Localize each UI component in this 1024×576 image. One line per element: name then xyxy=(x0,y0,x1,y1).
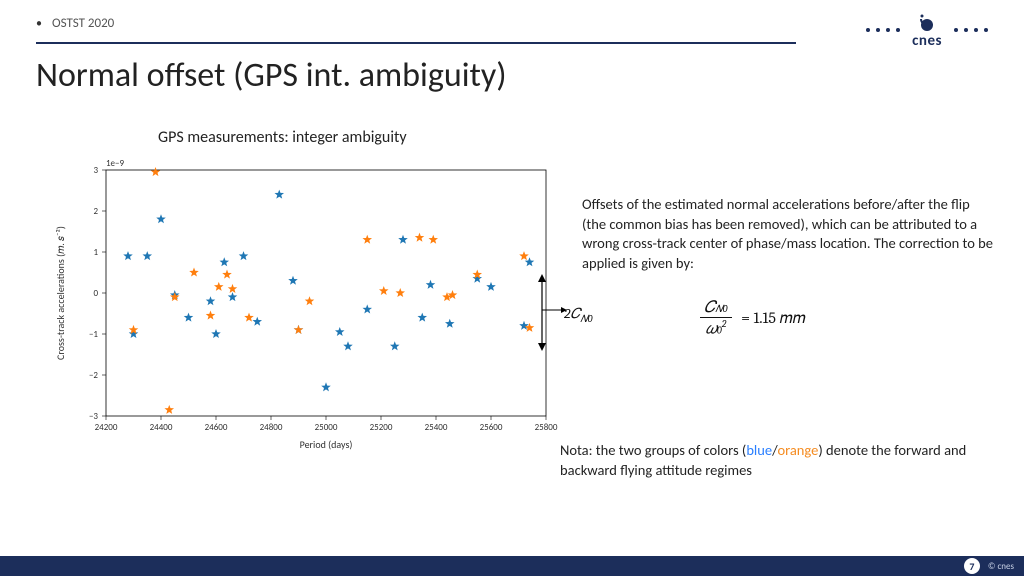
svg-text:1: 1 xyxy=(93,247,98,258)
dot-icon xyxy=(964,28,968,32)
page-number-badge: 7 xyxy=(964,558,980,574)
svg-text:24600: 24600 xyxy=(205,422,228,433)
svg-text:3: 3 xyxy=(93,165,98,176)
svg-text:−1: −1 xyxy=(89,329,98,340)
svg-text:24800: 24800 xyxy=(260,422,283,433)
svg-text:0: 0 xyxy=(93,288,98,299)
copyright-text: © cnes xyxy=(988,561,1014,572)
chart-title: GPS measurements: integer ambiguity xyxy=(158,128,407,147)
breadcrumb-text: OSTST 2020 xyxy=(52,16,114,31)
cnes-logo: cnes xyxy=(912,10,942,50)
svg-text:Cross-track accelerations (𝑚: Cross-track accelerations (𝑚. 𝑠⁻²) xyxy=(54,226,67,360)
svg-text:24400: 24400 xyxy=(150,422,173,433)
svg-text:2: 2 xyxy=(93,206,98,217)
arrow-annotation-icon xyxy=(527,270,567,355)
dot-icon xyxy=(896,28,900,32)
svg-text:25200: 25200 xyxy=(370,422,393,433)
dot-icon xyxy=(974,28,978,32)
svg-text:1e−9: 1e−9 xyxy=(106,158,125,169)
svg-text:25600: 25600 xyxy=(480,422,503,433)
body-paragraph: Offsets of the estimated normal accelera… xyxy=(582,195,996,273)
dot-icon xyxy=(886,28,890,32)
cnes-logo-icon xyxy=(915,10,939,32)
footer-bar: 7 © cnes xyxy=(0,556,1024,576)
svg-text:Period (days): Period (days) xyxy=(300,438,353,451)
svg-text:25000: 25000 xyxy=(315,422,338,433)
logo-area: cnes xyxy=(866,10,988,50)
dot-icon xyxy=(876,28,880,32)
header-breadcrumb: • OSTST 2020 xyxy=(36,16,988,31)
formula: 𝐶𝑁0 𝜔02 = 1.15 𝑚𝑚 xyxy=(700,298,811,338)
bullet-icon: • xyxy=(36,17,42,31)
svg-text:25400: 25400 xyxy=(425,422,448,433)
dot-icon xyxy=(954,28,958,32)
page-title: Normal offset (GPS int. ambiguity) xyxy=(36,55,507,96)
svg-text:−3: −3 xyxy=(89,411,98,422)
chart-svg: 1e−9 24200 24400 24600 24800 25000 25200 25400 2… xyxy=(48,152,558,452)
logo-text: cnes xyxy=(912,32,942,50)
svg-text:24200: 24200 xyxy=(95,422,118,433)
header-rule xyxy=(36,42,796,44)
dot-icon xyxy=(866,28,870,32)
arrow-label: 2𝐶𝑁0 xyxy=(564,305,593,325)
svg-text:−2: −2 xyxy=(89,370,98,381)
svg-text:25800: 25800 xyxy=(535,422,558,433)
nota-text: Nota: the two groups of colors (blue/ora… xyxy=(560,441,996,480)
scatter-chart: 1e−9 24200 24400 24600 24800 25000 25200 25400 2… xyxy=(48,152,558,452)
dot-icon xyxy=(984,28,988,32)
